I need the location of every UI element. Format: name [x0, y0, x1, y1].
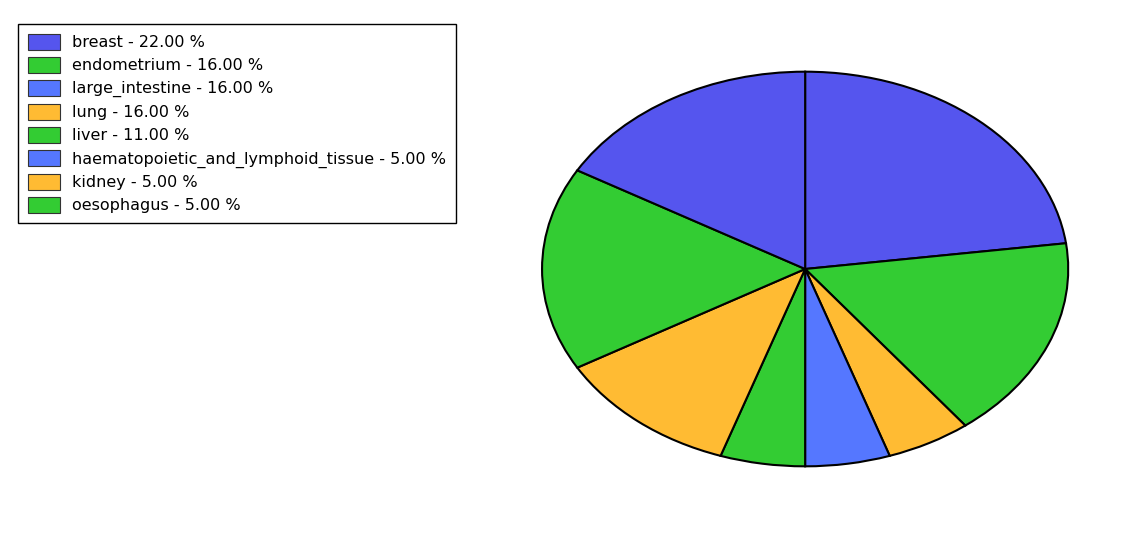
Wedge shape: [577, 269, 805, 456]
Wedge shape: [577, 72, 805, 269]
Wedge shape: [542, 171, 805, 367]
Wedge shape: [805, 269, 965, 456]
Wedge shape: [805, 269, 890, 466]
Wedge shape: [805, 243, 1068, 426]
Wedge shape: [805, 72, 1066, 269]
Legend: breast - 22.00 %, endometrium - 16.00 %, large_intestine - 16.00 %, lung - 16.00: breast - 22.00 %, endometrium - 16.00 %,…: [18, 24, 456, 223]
Wedge shape: [720, 269, 805, 466]
